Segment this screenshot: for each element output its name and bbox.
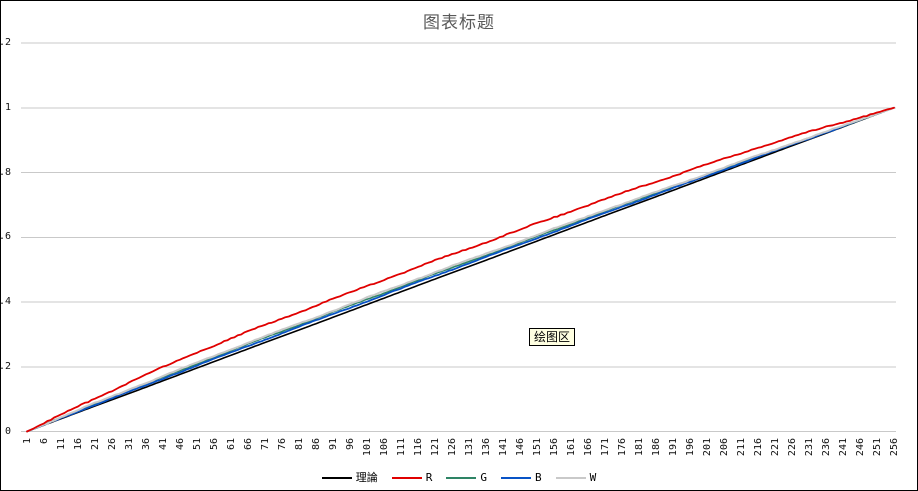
x-axis-label: 41: [157, 438, 169, 451]
legend-item-R[interactable]: R: [391, 471, 433, 485]
x-axis-label: 191: [667, 438, 679, 457]
legend-swatch-R: [391, 477, 422, 479]
x-axis-label: 161: [565, 438, 577, 457]
x-axis-label: 76: [276, 438, 288, 451]
x-axis-label: 221: [769, 438, 781, 457]
x-axis-label: 91: [327, 438, 339, 451]
legend-swatch-W: [555, 477, 586, 479]
y-axis-label: 0: [4, 425, 11, 437]
plot-area-tooltip: 绘图区: [529, 328, 576, 346]
x-axis-label: 86: [310, 438, 322, 451]
legend-item-W[interactable]: W: [555, 471, 597, 485]
legend-swatch-G: [446, 477, 477, 479]
x-axis-label: 116: [412, 438, 424, 457]
x-axis-label: 196: [684, 438, 696, 457]
legend-swatch-B: [501, 477, 531, 479]
x-axis-label: 211: [735, 438, 747, 457]
x-axis-label: 156: [548, 438, 560, 457]
series-line-W[interactable]: [26, 106, 895, 433]
x-axis-label: 96: [344, 438, 356, 451]
legend-item-theory[interactable]: 理論: [321, 471, 378, 485]
x-axis-label: 11: [55, 438, 67, 451]
chart-title[interactable]: 图表标题: [423, 13, 495, 33]
x-axis-label: 231: [803, 438, 815, 457]
x-axis-label: 31: [123, 438, 135, 451]
legend: 理論 R G B W: [1, 469, 917, 487]
legend-label: R: [425, 471, 433, 484]
series-line-B[interactable]: [26, 106, 895, 433]
x-axis-label: 61: [225, 438, 237, 451]
x-axis-label: 131: [463, 438, 475, 457]
x-axis-label: 151: [531, 438, 543, 457]
y-axis-label: 0.4: [1, 296, 11, 307]
series-line-theory[interactable]: [26, 107, 895, 433]
x-axis-label: 166: [582, 438, 594, 457]
y-axis-label: 1.2: [1, 37, 11, 48]
x-axis-label: 81: [293, 438, 305, 451]
x-axis-label: 21: [89, 438, 101, 451]
x-axis-label: 216: [752, 438, 764, 457]
x-axis-label: 186: [650, 438, 662, 457]
legend-label: G: [480, 471, 487, 484]
x-axis-label: 1: [21, 438, 33, 445]
x-axis-label: 106: [378, 438, 390, 457]
x-axis-label: 206: [718, 438, 730, 457]
y-axis-label: 0.6: [1, 231, 11, 243]
legend-swatch-theory: [321, 477, 352, 479]
legend-item-G[interactable]: G: [446, 471, 487, 485]
x-axis-label: 226: [786, 438, 798, 457]
x-axis-label: 201: [701, 438, 713, 457]
x-axis-label: 236: [820, 438, 832, 457]
y-axis-label: 1: [4, 101, 11, 113]
x-axis-label: 146: [514, 438, 526, 457]
legend-label: W: [589, 471, 597, 484]
x-axis-label: 51: [191, 438, 203, 451]
x-axis-label: 16: [72, 438, 84, 451]
x-axis-label: 26: [106, 438, 118, 451]
legend-label: B: [535, 471, 542, 484]
legend-label: 理論: [355, 471, 378, 484]
x-axis-label: 241: [837, 438, 849, 457]
y-axis-label: 0.2: [1, 360, 11, 372]
x-axis-label: 141: [497, 438, 509, 457]
x-axis-label: 256: [888, 438, 900, 457]
x-axis-label: 101: [361, 438, 373, 457]
x-axis-label: 46: [174, 438, 186, 451]
x-axis-label: 171: [599, 438, 611, 457]
x-axis-label: 176: [616, 438, 628, 457]
x-axis-label: 126: [446, 438, 458, 457]
legend-item-B[interactable]: B: [501, 471, 542, 485]
x-axis-label: 251: [871, 438, 883, 457]
x-axis-label: 136: [480, 438, 492, 457]
x-axis-label: 121: [429, 438, 441, 457]
x-axis-label: 181: [633, 438, 645, 457]
x-axis-label: 6: [38, 438, 50, 445]
x-axis-label: 36: [140, 438, 152, 451]
x-axis-label: 111: [395, 438, 407, 457]
x-axis-label: 56: [208, 438, 220, 451]
series-line-R[interactable]: [26, 106, 895, 433]
x-axis-label: 66: [242, 438, 254, 451]
y-axis-label: 0.8: [1, 166, 11, 178]
x-axis-label: 71: [259, 438, 271, 451]
x-axis-label: 246: [854, 438, 866, 457]
